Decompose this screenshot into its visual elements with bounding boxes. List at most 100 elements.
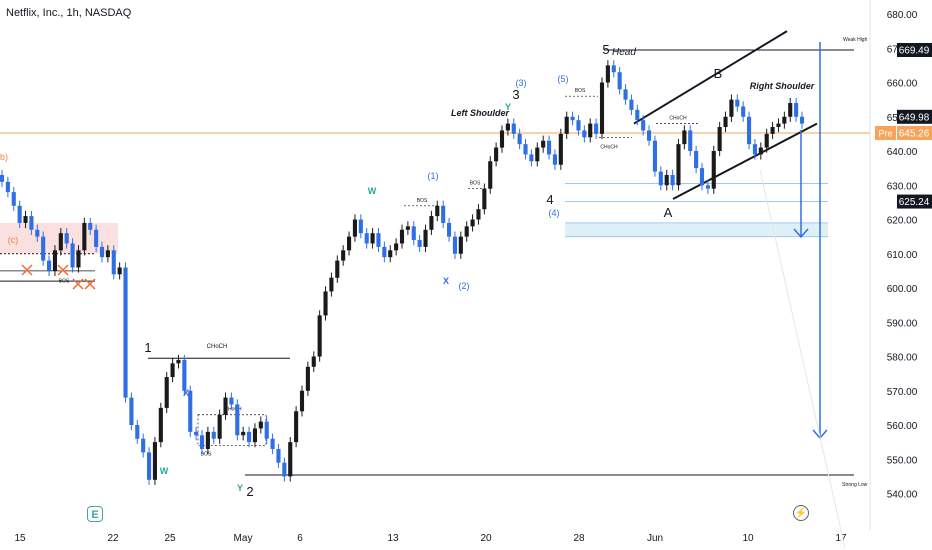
candle-body (776, 123, 781, 128)
candle-body (17, 205, 22, 223)
candle-body (770, 127, 775, 134)
candle-body (588, 123, 593, 138)
candle-body (635, 109, 640, 121)
candle-body (717, 127, 722, 151)
price-label-bg (897, 194, 932, 209)
candle-body (205, 431, 210, 449)
candle-body (217, 414, 222, 439)
candle-body (694, 151, 699, 169)
candle-body (141, 438, 146, 453)
candle-body (658, 171, 663, 186)
y-tick-label: 630.00 (887, 181, 918, 192)
candle-body (52, 250, 57, 271)
candle-body (329, 277, 334, 292)
wave-label-x: X (183, 388, 189, 398)
candle-body (411, 226, 416, 241)
wave-label-5-minor: (5) (558, 74, 569, 84)
y-tick-label: 620.00 (887, 216, 918, 227)
target-arrow-short-head (793, 228, 809, 239)
candle-body (458, 236, 463, 254)
y-tick-label: 640.00 (887, 147, 918, 158)
candle-body (258, 421, 263, 429)
choch-label: CHoCH (207, 344, 228, 350)
candle-body (99, 246, 105, 258)
candle-body (788, 103, 793, 117)
candle-body (294, 411, 299, 443)
candle-body (182, 359, 187, 391)
x-tick-label: 20 (480, 533, 492, 544)
candle-body (11, 192, 16, 206)
candle-body (129, 397, 134, 425)
candle-body (164, 377, 169, 408)
bos-label: BOS (417, 198, 428, 204)
wave-label-a: A (664, 205, 673, 220)
candle-body (323, 291, 328, 316)
candle-body (652, 140, 657, 172)
y-tick-label: 570.00 (887, 387, 918, 398)
candle-body (64, 233, 69, 244)
price-label: 669.49 (899, 45, 930, 56)
candle-body (211, 431, 216, 439)
candle-body (582, 130, 587, 138)
candle-body (764, 133, 769, 148)
candle-body (711, 151, 716, 189)
candle-body (235, 404, 240, 436)
x-tick-label: 13 (387, 533, 399, 544)
candle-body (558, 133, 563, 165)
chart-title: Netflix, Inc., 1h, NASDAQ (6, 7, 132, 19)
x-tick-label: May (234, 533, 253, 544)
candle-body (358, 219, 363, 234)
candle-body (605, 65, 610, 83)
candle-body (517, 133, 522, 145)
x-tick-label: Jun (647, 533, 663, 544)
x-mark (84, 278, 96, 290)
candle-body (288, 442, 293, 477)
candle-body (476, 209, 481, 220)
candle-body (382, 246, 387, 258)
candle-body (364, 233, 369, 244)
price-label: 645.26 (899, 128, 930, 139)
y-tick-label: 680.00 (887, 10, 918, 21)
y-tick-label: 540.00 (887, 490, 918, 501)
wave-label-4: 4 (546, 192, 553, 207)
candle-body (58, 233, 63, 251)
demand-zone (565, 222, 828, 237)
earnings-icon[interactable]: E (87, 506, 103, 522)
wave-label-w: W (160, 466, 169, 476)
candle-body (282, 462, 287, 477)
y-tick-label: 590.00 (887, 318, 918, 329)
y-tick-label: 610.00 (887, 250, 918, 261)
candle-body (270, 438, 275, 449)
candle-body (664, 174, 669, 186)
candle-body (794, 103, 799, 117)
candle-body (799, 116, 805, 124)
candle-body (452, 236, 457, 254)
candle-body (82, 222, 87, 251)
wave-label-5: 5 (602, 42, 609, 57)
x-mark (21, 264, 33, 276)
candle-body (682, 130, 687, 145)
candle-body (494, 147, 499, 162)
candle-body (76, 250, 81, 268)
price-label-bg (897, 125, 932, 140)
wave-label-b: B (714, 66, 723, 81)
candle-body (647, 130, 652, 141)
candle-body (247, 431, 252, 443)
wave-label-1: 1 (144, 340, 151, 355)
x-tick-label: 17 (835, 533, 847, 544)
lightning-icon[interactable]: ⚡ (793, 505, 809, 521)
candle-body (599, 82, 605, 134)
candle-body (241, 431, 246, 436)
candle-body (535, 147, 540, 162)
x-tick-label: 10 (742, 533, 754, 544)
candle-body (305, 366, 310, 391)
candle-body (152, 442, 157, 480)
candle-body (447, 222, 452, 237)
candle-body (676, 144, 681, 186)
candle-body (617, 72, 622, 90)
candle-body (41, 236, 46, 261)
candle-body (417, 240, 422, 247)
candle-body (529, 154, 534, 162)
channel-upper-line (633, 30, 788, 125)
